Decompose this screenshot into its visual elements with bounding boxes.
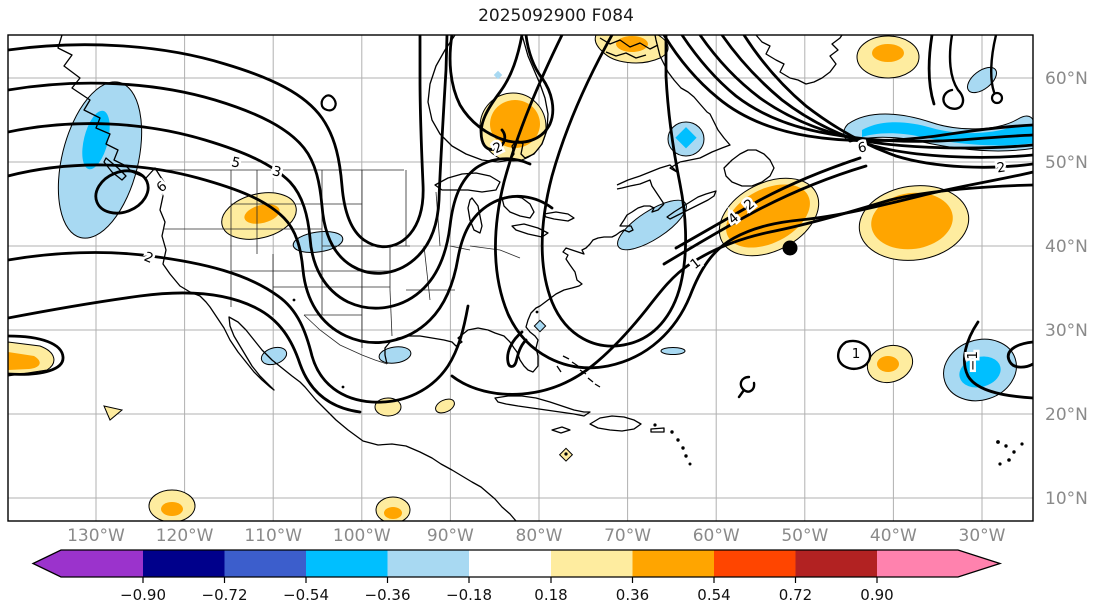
neg-patch-small-ne bbox=[967, 66, 997, 94]
pos-core-central-atl bbox=[871, 192, 953, 250]
pos-core-sw-pacific bbox=[161, 502, 183, 516]
lon-tick-label: 100°W bbox=[333, 526, 391, 546]
colorbar-left-arrow bbox=[33, 550, 61, 577]
pos-core-sw-us bbox=[244, 204, 280, 224]
lat-tick-label: 30°N bbox=[1045, 321, 1088, 341]
colorbar-seg bbox=[224, 550, 306, 577]
colorbar-tick-labels: −0.90 −0.72 −0.54 −0.36 −0.18 0.18 0.36 … bbox=[120, 586, 894, 604]
point-marker bbox=[782, 240, 798, 256]
neg-core-labrador bbox=[675, 127, 697, 149]
lon-tick-label: 30°W bbox=[959, 526, 1006, 546]
colorbar-tick-label: 0.54 bbox=[697, 586, 730, 604]
lon-tick-label: 70°W bbox=[604, 526, 651, 546]
colorbar-tick-label: 0.36 bbox=[616, 586, 649, 604]
contour-label: −1 bbox=[965, 351, 981, 371]
lon-tick-label: 120°W bbox=[156, 526, 214, 546]
contour-label: 1 bbox=[852, 346, 861, 362]
colorbar-tick-label: −0.54 bbox=[283, 586, 329, 604]
pos-core-baffin bbox=[616, 36, 648, 52]
pos-core-pacific-s bbox=[384, 507, 402, 519]
neg-patch-nova-scotia bbox=[617, 199, 687, 251]
lat-tick-label: 60°N bbox=[1045, 69, 1088, 89]
lon-tick-label: 80°W bbox=[516, 526, 563, 546]
neg-patch-tiny-fl bbox=[533, 319, 547, 333]
neg-patch-gulf bbox=[378, 346, 412, 364]
colorbar-seg bbox=[714, 550, 796, 577]
lat-tick-label: 40°N bbox=[1045, 237, 1088, 257]
colorbar-seg bbox=[61, 550, 143, 577]
colorbar-tick-label: 0.72 bbox=[779, 586, 812, 604]
longitude-axis: 130°W 120°W 110°W 100°W 90°W 80°W 70°W 6… bbox=[67, 526, 1006, 546]
neg-patch-tiny-atl bbox=[660, 347, 686, 355]
pos-patch-tiny-pacific bbox=[103, 405, 124, 421]
lat-tick-label: 20°N bbox=[1045, 405, 1088, 425]
colorbar-seg bbox=[306, 550, 388, 577]
lon-tick-label: 50°W bbox=[781, 526, 828, 546]
lon-tick-label: 40°W bbox=[870, 526, 917, 546]
pos-core-subtropic bbox=[877, 356, 899, 372]
lon-tick-label: 60°W bbox=[693, 526, 740, 546]
neg-patch-tiny-hudson bbox=[493, 70, 503, 80]
lat-tick-label: 50°N bbox=[1045, 153, 1088, 173]
lon-tick-label: 130°W bbox=[67, 526, 125, 546]
pos-core-left-edge bbox=[8, 352, 40, 370]
colorbar-seg bbox=[877, 550, 958, 577]
page-title: 2025092900 F084 bbox=[478, 6, 634, 26]
pos-patch-yucatan bbox=[435, 398, 455, 414]
colorbar-seg bbox=[143, 550, 225, 577]
colorbar-seg bbox=[387, 550, 469, 577]
pos-core-greenland bbox=[872, 44, 904, 62]
colorbar-seg bbox=[469, 550, 551, 577]
tiny-island-dot bbox=[564, 452, 568, 456]
colorbar-right-arrow bbox=[958, 550, 1000, 577]
colorbar-tick-label: −0.18 bbox=[446, 586, 492, 604]
colorbar-tick-label: −0.90 bbox=[120, 586, 166, 604]
lon-tick-label: 110°W bbox=[244, 526, 302, 546]
colorbar-tick-label: −0.72 bbox=[202, 586, 248, 604]
contour-lines bbox=[8, 35, 1033, 414]
lon-tick-label: 90°W bbox=[427, 526, 474, 546]
colorbar-tick-label: 0.18 bbox=[534, 586, 567, 604]
state-borders bbox=[158, 169, 521, 365]
colorbar-seg bbox=[632, 550, 714, 577]
colorbar-outline bbox=[31, 549, 1003, 578]
small-island-dots bbox=[292, 298, 1024, 466]
latitude-axis: 60°N 50°N 40°N 30°N 20°N 10°N bbox=[1045, 69, 1088, 509]
colorbar-tick-label: 0.90 bbox=[860, 586, 893, 604]
colorbar-ticks bbox=[142, 577, 878, 583]
colorbar-seg bbox=[795, 550, 877, 577]
colorbar: −0.90 −0.72 −0.54 −0.36 −0.18 0.18 0.36 … bbox=[31, 549, 1003, 604]
neg-patch-nm bbox=[292, 231, 344, 253]
map-frame bbox=[7, 34, 1034, 522]
colorbar-tick-label: −0.36 bbox=[365, 586, 411, 604]
neg-core-bc bbox=[82, 110, 110, 170]
colorbar-seg bbox=[551, 550, 633, 577]
lat-tick-label: 10°N bbox=[1045, 489, 1088, 509]
